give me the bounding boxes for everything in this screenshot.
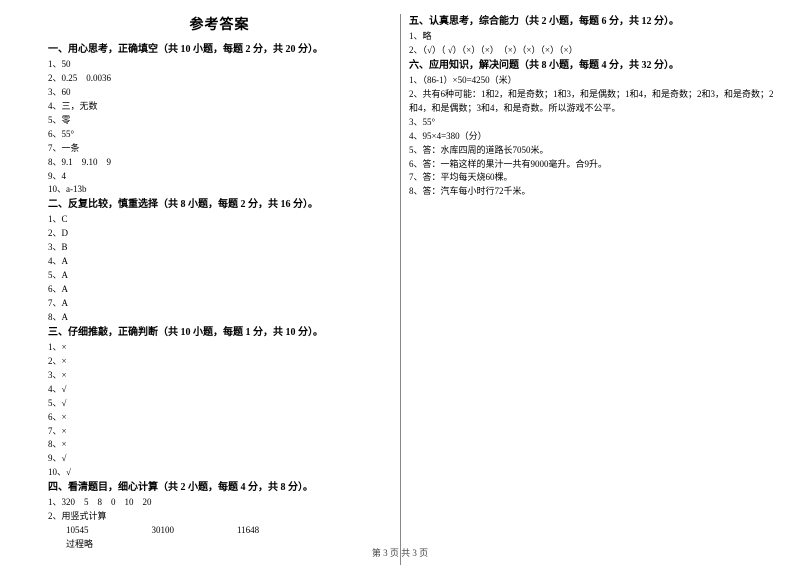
section-6-head: 六、应用知识，解决问题（共 8 小题，每题 4 分，共 32 分）。 [409,58,752,74]
answer-line: 6、× [48,411,391,425]
answer-line: 1、略 [409,30,752,44]
answer-line: 3、60 [48,86,391,100]
answer-line: 9、4 [48,170,391,184]
answer-line: 5、答：水库四周的道路长7050米。 [409,144,752,158]
answer-line: 8、A [48,311,391,325]
answer-line: 1、× [48,341,391,355]
answer-line: 8、9.1 9.10 9 [48,156,391,170]
calc-row: 10545 30100 11648 [48,524,391,538]
section-3-head: 三、仔细推敲，正确判断（共 10 小题，每题 1 分，共 10 分）。 [48,325,391,341]
section-2-head: 二、反复比较，慎重选择（共 8 小题，每题 2 分，共 16 分）。 [48,197,391,213]
answer-line: 1、C [48,213,391,227]
answer-line: 4、95×4=380（分） [409,130,752,144]
answer-line: 3、× [48,369,391,383]
answer-line: 2、0.25 0.0036 [48,72,391,86]
answer-line: 5、零 [48,114,391,128]
answer-line: 4、√ [48,383,391,397]
answer-line: 7、一条 [48,142,391,156]
answer-line: 10、a-13b [48,183,391,197]
answer-line: 和4，和是偶数；3和4，和是奇数。所以游戏不公平。 [409,102,752,116]
answer-line: 1、50 [48,58,391,72]
answer-line: 4、三，无数 [48,100,391,114]
answer-line: 4、A [48,255,391,269]
answer-line: 2、共有6种可能：1和2，和是奇数；1和3，和是偶数；1和4，和是奇数；2和3，… [409,88,752,102]
answer-line: 9、√ [48,452,391,466]
answer-line: 2、× [48,355,391,369]
answer-line: 7、A [48,297,391,311]
answer-line: 8、答：汽车每小时行72千米。 [409,185,752,199]
answer-line: 1、（86-1）×50=4250（米） [409,74,752,88]
answer-line: 6、55° [48,128,391,142]
answer-line: 7、× [48,425,391,439]
section-1-head: 一、用心思考，正确填空（共 10 小题，每题 2 分，共 20 分）。 [48,42,391,58]
answer-line: 6、A [48,283,391,297]
answer-line: 3、55° [409,116,752,130]
answer-line: 1、320 5 8 0 10 20 [48,496,391,510]
section-5-head: 五、认真思考，综合能力（共 2 小题，每题 6 分，共 12 分）。 [409,14,752,30]
answer-line: 10、√ [48,466,391,480]
answer-line: 3、B [48,241,391,255]
page-footer: 第 3 页 共 3 页 [0,546,800,559]
answer-line: 2、（√）（ √）（×）（×） （×）（×）（×）（×） [409,44,752,58]
answer-line: 5、A [48,269,391,283]
answer-line: 6、答：一箱这样的果汁一共有9000毫升。合9升。 [409,158,752,172]
answer-line: 2、用竖式计算 [48,510,391,524]
answer-line: 5、√ [48,397,391,411]
answer-line: 8、× [48,438,391,452]
section-4-head: 四、看清题目，细心计算（共 2 小题，每题 4 分，共 8 分）。 [48,480,391,496]
page-body: 参考答案 一、用心思考，正确填空（共 10 小题，每题 2 分，共 20 分）。… [0,0,800,565]
answer-line: 7、答：平均每天烧60棵。 [409,171,752,185]
answer-line: 2、D [48,227,391,241]
answer-key-title: 参考答案 [48,14,391,34]
